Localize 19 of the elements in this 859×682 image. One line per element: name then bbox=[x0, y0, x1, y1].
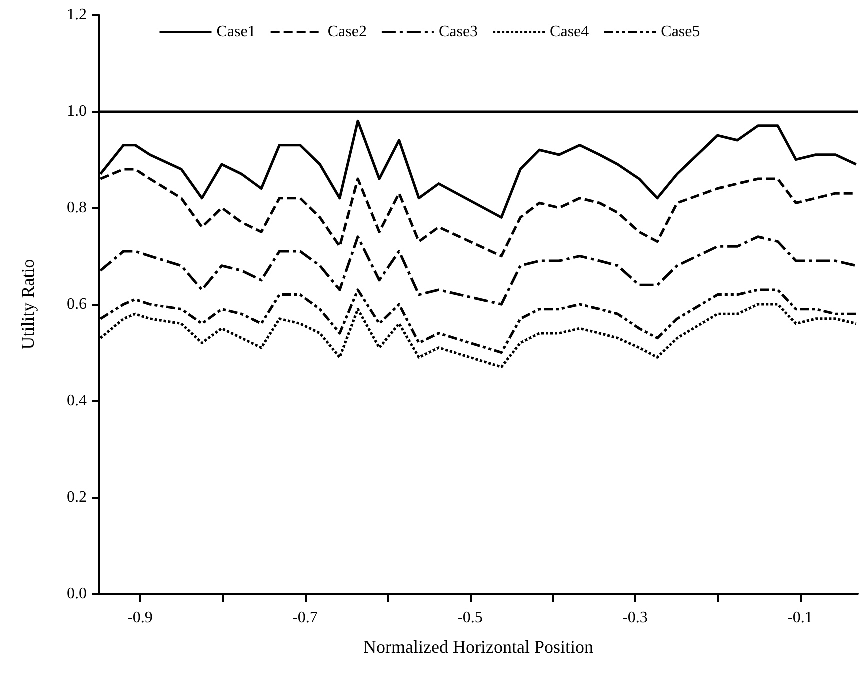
y-axis-title: Utility Ratio bbox=[18, 259, 38, 350]
x-axis-title: Normalized Horizontal Position bbox=[364, 637, 594, 657]
legend-label: Case4 bbox=[550, 24, 590, 40]
legend-label: Case1 bbox=[216, 24, 256, 40]
x-tick-label: -0.9 bbox=[128, 610, 153, 626]
x-tick-label: -0.3 bbox=[622, 610, 648, 626]
y-tick-label: 1.2 bbox=[67, 6, 87, 24]
y-tick-label: 0.4 bbox=[67, 392, 87, 410]
x-tick-label: -0.5 bbox=[458, 610, 483, 626]
legend-label: Case5 bbox=[661, 24, 700, 40]
legend-label: Case3 bbox=[438, 24, 478, 40]
y-tick-label: 0.8 bbox=[67, 200, 87, 216]
y-tick-label: 0.6 bbox=[67, 296, 87, 313]
x-tick-label: -0.7 bbox=[292, 610, 318, 626]
y-tick-label: 0.2 bbox=[67, 489, 87, 506]
legend-label: Case2 bbox=[328, 24, 367, 40]
y-tick-label: 0.0 bbox=[67, 586, 87, 602]
y-tick-label: 1.0 bbox=[67, 103, 87, 120]
x-tick-label: -0.1 bbox=[788, 610, 813, 626]
